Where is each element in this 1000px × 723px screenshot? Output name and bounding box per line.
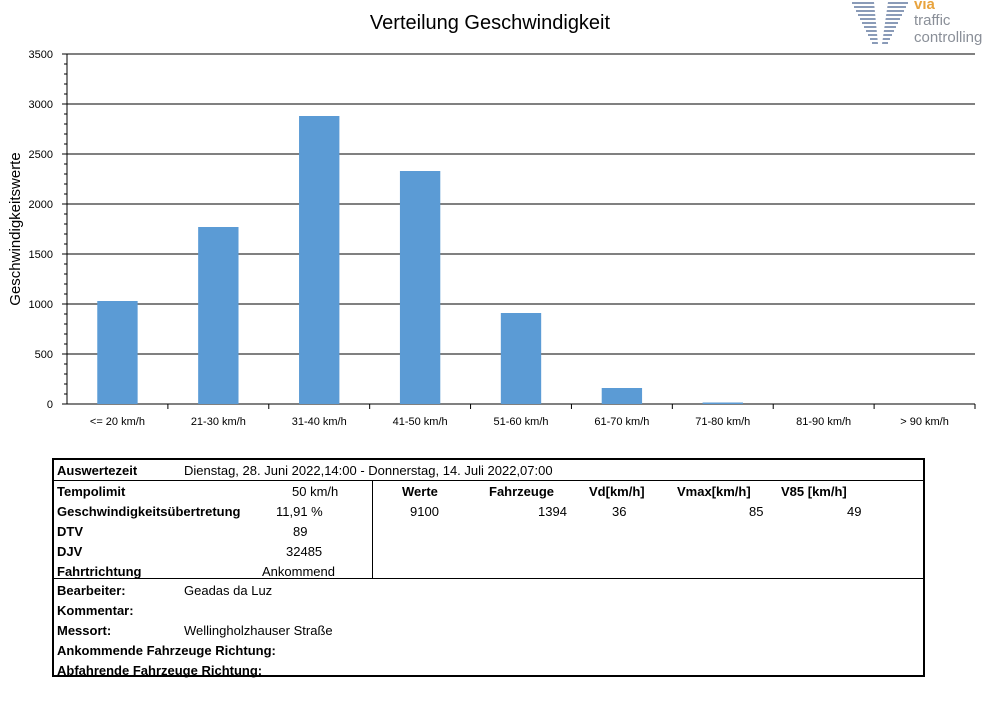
abfahrend-label: Abfahrende Fahrzeuge Richtung: xyxy=(57,663,263,678)
stats-value-v85: 49 xyxy=(847,504,862,519)
stats-header-fahrzeuge: Fahrzeuge xyxy=(489,484,555,499)
stats-header-vmax: Vmax[km/h] xyxy=(677,484,751,499)
logo-mark-icon xyxy=(852,2,908,44)
auswertezeit-label: Auswertezeit xyxy=(57,463,138,478)
column-divider xyxy=(372,480,373,578)
ankommend-label: Ankommende Fahrzeuge Richtung: xyxy=(57,643,276,658)
x-tick-label: 21-30 km/h xyxy=(191,416,246,428)
y-tick-label: 2500 xyxy=(29,149,53,161)
stats-header-werte: Werte xyxy=(402,484,438,499)
x-tick-label: 31-40 km/h xyxy=(292,416,347,428)
bar xyxy=(702,402,743,404)
x-tick-label: 61-70 km/h xyxy=(594,416,649,428)
bar xyxy=(97,301,138,404)
stats-value-werte: 9100 xyxy=(410,504,439,519)
bar xyxy=(198,227,239,404)
y-tick-label: 2000 xyxy=(29,199,53,211)
djv-value: 32485 xyxy=(286,544,323,559)
stats-value-vd: 36 xyxy=(612,504,627,519)
x-tick-label: 71-80 km/h xyxy=(695,416,750,428)
logo-text-controlling: controlling xyxy=(914,29,983,46)
stats-value-vmax: 85 xyxy=(749,504,764,519)
messort-label: Messort: xyxy=(57,623,112,638)
dtv-value: 89 xyxy=(293,524,308,539)
y-tick-label: 1000 xyxy=(29,299,53,311)
djv-label: DJV xyxy=(57,544,83,559)
y-tick-label: 1500 xyxy=(29,249,53,261)
uebertretung-label: Geschwindigkeitsübertretung xyxy=(57,504,241,519)
y-tick-label: 500 xyxy=(35,349,53,361)
x-tick-label: 41-50 km/h xyxy=(393,416,448,428)
y-tick-label: 3500 xyxy=(29,49,53,61)
bar xyxy=(601,388,643,404)
x-tick-label: > 90 km/h xyxy=(900,416,949,428)
kommentar-label: Kommentar: xyxy=(57,603,134,618)
company-logo: via traffic controlling xyxy=(852,0,997,48)
bar-chart: 0 500 1000 1500 2000 2500 3000 3500 <= 20 km/h 21… xyxy=(7,49,976,428)
x-tick-label: 51-60 km/h xyxy=(493,416,548,428)
fahrtrichtung-value: Ankommend xyxy=(262,564,335,579)
bearbeiter-value: Geadas da Luz xyxy=(184,583,273,598)
fahrtrichtung-label: Fahrtrichtung xyxy=(57,564,142,579)
logo-text-traffic: traffic xyxy=(914,12,951,29)
messort-value: Wellingholzhauser Straße xyxy=(184,623,333,638)
stats-header-v85: V85 [km/h] xyxy=(781,484,847,499)
x-tick-label: <= 20 km/h xyxy=(90,416,145,428)
chart-title: Verteilung Geschwindigkeit xyxy=(369,12,611,34)
bearbeiter-label: Bearbeiter: xyxy=(57,583,126,598)
bar xyxy=(399,171,441,404)
uebertretung-value: 11,91 % xyxy=(276,504,323,519)
x-tick-label: 81-90 km/h xyxy=(796,416,851,428)
auswertezeit-value: Dienstag, 28. Juni 2022,14:00 - Donnerst… xyxy=(184,463,553,478)
y-axis-title: Geschwindigkeitswerte xyxy=(7,152,24,305)
stats-value-fahrzeuge: 1394 xyxy=(538,504,567,519)
dtv-label: DTV xyxy=(57,524,83,539)
y-tick-label: 0 xyxy=(47,399,53,411)
row-divider xyxy=(54,480,923,481)
info-table: Auswertezeit Dienstag, 28. Juni 2022,14:… xyxy=(52,458,925,678)
logo-text-via: via xyxy=(914,0,935,13)
tempolimit-value: 50 km/h xyxy=(292,484,339,499)
stats-header-vd: Vd[km/h] xyxy=(589,484,645,499)
bar xyxy=(299,116,340,404)
row-divider xyxy=(54,578,923,579)
tempolimit-label: Tempolimit xyxy=(57,484,126,499)
bar xyxy=(500,313,542,404)
y-tick-label: 3000 xyxy=(29,99,53,111)
